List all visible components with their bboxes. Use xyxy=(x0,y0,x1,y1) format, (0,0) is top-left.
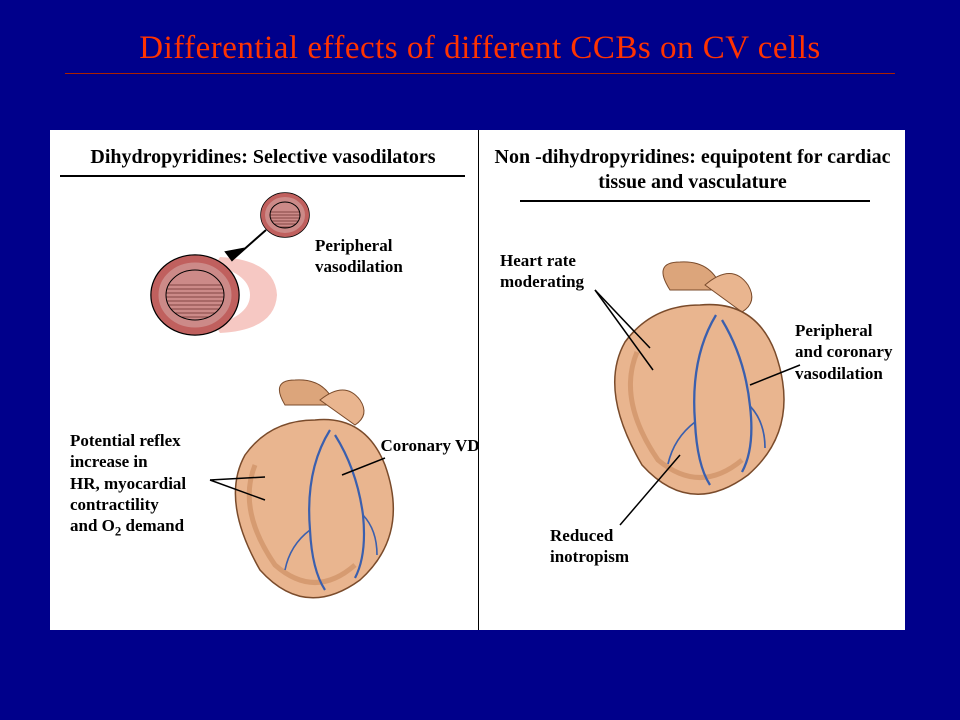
right-label-reduced-inotropism: Reduced inotropism xyxy=(550,525,690,568)
left-av-node: AV xyxy=(265,488,284,502)
left-sn-node: SN xyxy=(265,468,284,482)
text: Heart rate moderating xyxy=(500,251,584,291)
text: Coronary VD xyxy=(380,436,479,455)
right-label-peripheral-coronary-vasodilation: Peripheral and coronary vasodilation xyxy=(795,320,925,384)
t1: Potential reflex xyxy=(70,431,181,450)
t1: Peripheral xyxy=(795,321,872,340)
t4: contractility xyxy=(70,495,159,514)
right-av-node: AV xyxy=(651,360,670,374)
left-label-peripheral-vasodilation: Peripheral vasodilation xyxy=(315,235,455,278)
right-heading-underline xyxy=(520,200,870,202)
left-heading: Dihydropyridines: Selective vasodilators xyxy=(58,145,468,170)
left-label-reflex: Potential reflex increase in HR, myocard… xyxy=(70,430,230,540)
page-title: Differential effects of different CCBs o… xyxy=(0,0,960,67)
t5b: demand xyxy=(121,516,184,535)
right-heading: Non -dihydropyridines: equipotent for ca… xyxy=(490,145,895,195)
left-heading-underline xyxy=(60,175,465,177)
t2: increase in xyxy=(70,452,148,471)
content-panel: Dihydropyridines: Selective vasodilators xyxy=(50,130,905,630)
t3: HR, myocardial xyxy=(70,474,186,493)
t3: vasodilation xyxy=(795,364,883,383)
text: Reduced inotropism xyxy=(550,526,629,566)
vertical-divider xyxy=(478,130,479,630)
left-label-coronary-vd: Coronary VD xyxy=(380,435,480,456)
t5: and O xyxy=(70,516,115,535)
t2: and coronary xyxy=(795,342,892,361)
right-label-hr-moderating: Heart rate moderating xyxy=(500,250,620,293)
title-underline xyxy=(65,73,895,74)
text: Peripheral vasodilation xyxy=(315,236,403,276)
right-sn-node: SN xyxy=(648,340,667,354)
